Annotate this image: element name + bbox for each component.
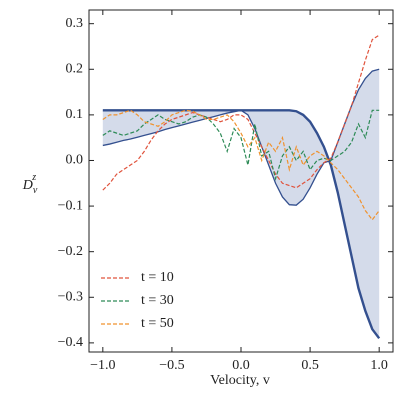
y-tick-label: −0.2	[58, 244, 83, 259]
y-tick-label: 0.3	[66, 16, 84, 31]
y-tick-label: 0.1	[66, 107, 84, 122]
y-tick-label: −0.3	[58, 289, 83, 304]
dashed-line	[102, 109, 380, 221]
fill-between	[102, 69, 380, 339]
y-label-sub: v	[33, 185, 38, 196]
y-tick-label: −0.1	[58, 198, 83, 213]
dashed-line	[102, 34, 380, 191]
y-tick-label: 0.0	[66, 153, 84, 168]
y-axis-label: Dvz	[22, 172, 38, 196]
x-tick-label: −1.0	[90, 358, 115, 373]
x-tick-label: 0.0	[232, 358, 250, 373]
y-tick-label: 0.2	[66, 61, 84, 76]
x-axis-label: Velocity, v	[210, 373, 270, 388]
line	[102, 68, 380, 206]
legend-label: t = 50	[141, 316, 174, 331]
x-tick-label: −0.5	[159, 358, 184, 373]
y-tick-label: −0.4	[58, 335, 83, 350]
dashed-line	[102, 109, 380, 181]
y-label-base: D	[22, 178, 33, 193]
y-label-sup: z	[31, 172, 36, 183]
x-tick-label: 0.5	[301, 358, 319, 373]
legend-label: t = 30	[141, 293, 174, 308]
legend-label: t = 10	[141, 270, 174, 285]
x-tick-label: 1.0	[370, 358, 388, 373]
